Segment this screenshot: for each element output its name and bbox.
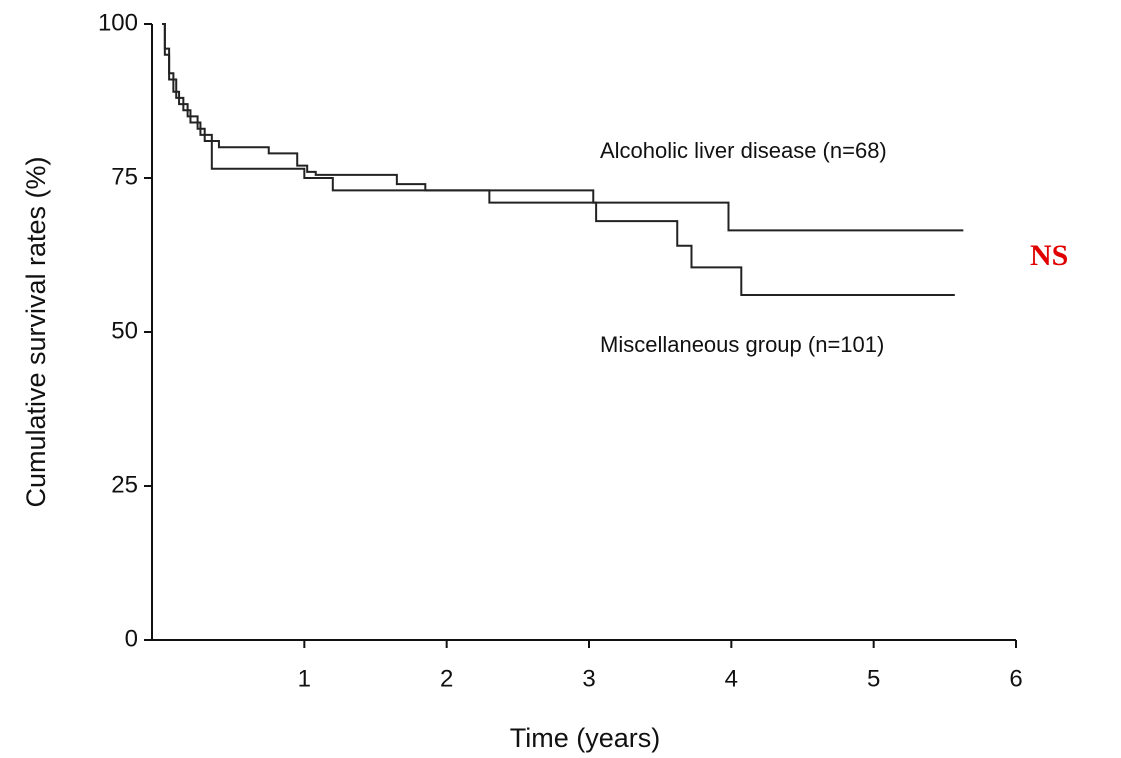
y-tick-label: 50 (111, 317, 138, 344)
survival-line (162, 23, 964, 232)
y-tick-label: 75 (111, 163, 138, 190)
y-tick-label: 100 (98, 9, 138, 36)
survival-line (162, 23, 955, 297)
x-tick-label: 1 (298, 665, 311, 692)
series-label: Miscellaneous group (n=101) (600, 332, 884, 357)
y-axis-label: Cumulative survival rates (%) (21, 156, 51, 507)
x-tick-label: 5 (867, 665, 880, 692)
annotation: NS (1030, 239, 1068, 272)
x-tick-label: 3 (582, 665, 595, 692)
series-label: Alcoholic liver disease (n=68) (600, 138, 887, 163)
x-axis-label: Time (years) (510, 723, 661, 753)
y-tick-label: 0 (125, 625, 138, 652)
x-tick-label: 6 (1009, 665, 1022, 692)
x-tick-label: 2 (440, 665, 453, 692)
y-tick-label: 25 (111, 471, 138, 498)
x-tick-label: 4 (725, 665, 738, 692)
